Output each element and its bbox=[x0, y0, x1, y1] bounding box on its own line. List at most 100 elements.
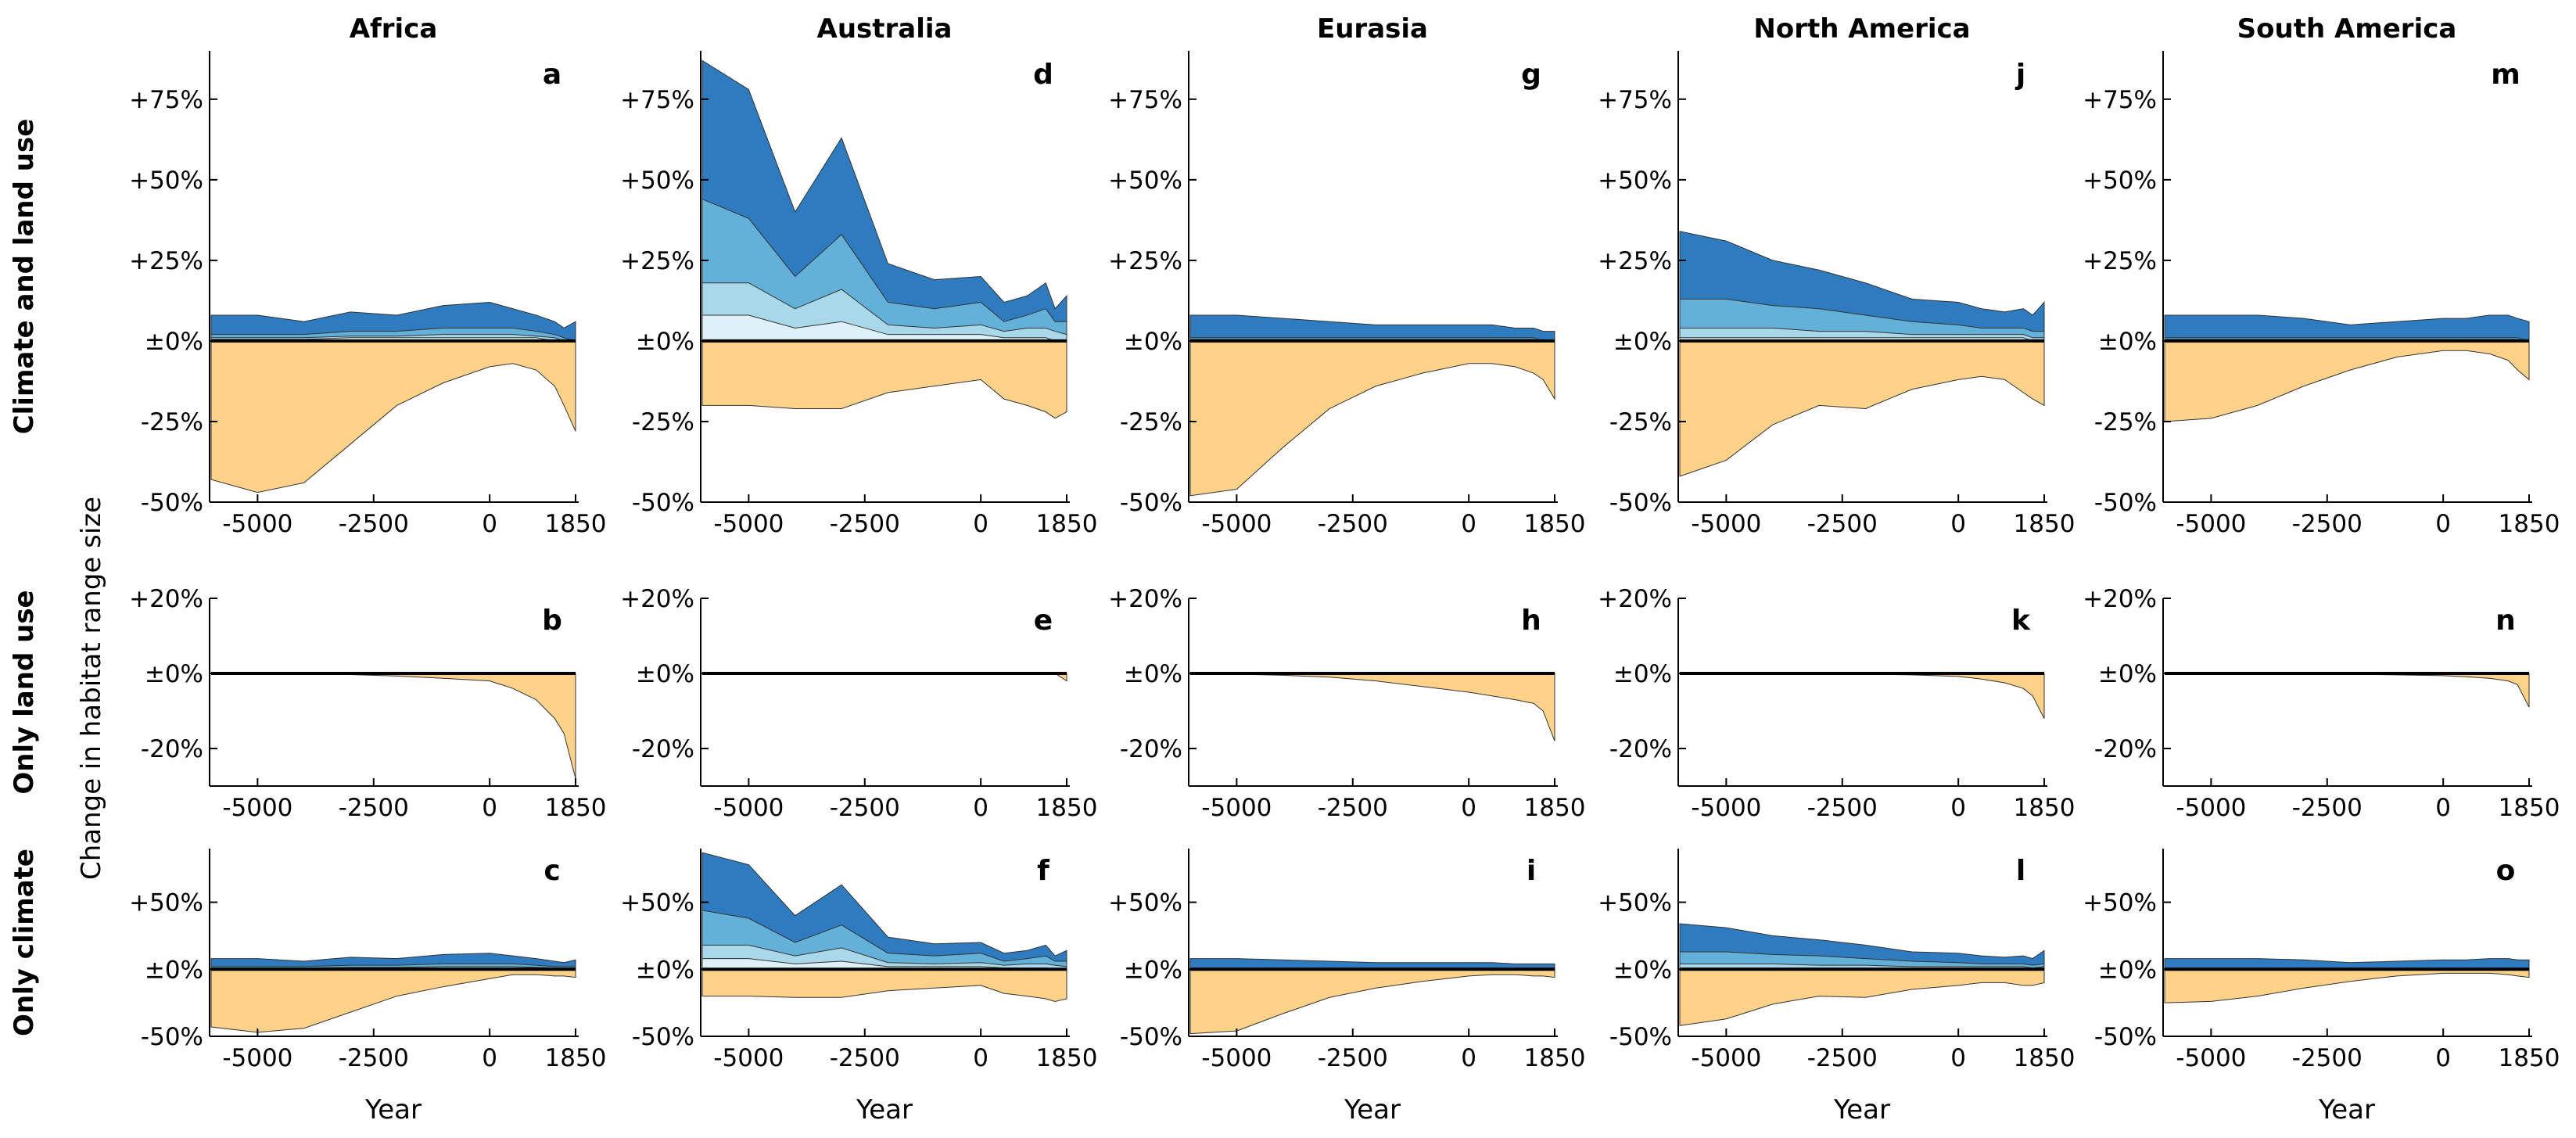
panel-i: +50% ±0% -50% -5000 -2500 0 1850 i Year bbox=[1108, 849, 1585, 1125]
y-tick-label-k-2: -20% bbox=[1609, 735, 1672, 763]
y-tick-label-a-5: -50% bbox=[141, 489, 203, 517]
x-tick-label-o-0: -5000 bbox=[2176, 1044, 2246, 1072]
x-axis-label-africa: Year bbox=[364, 1094, 422, 1125]
panel-letter-c: c bbox=[544, 855, 560, 887]
x-axis-label-eurasia: Year bbox=[1344, 1094, 1401, 1125]
x-tick-label-j-0: -5000 bbox=[1691, 510, 1761, 538]
panel-f: +50% ±0% -50% -5000 -2500 0 1850 f Year bbox=[620, 849, 1097, 1125]
panel-h: +20% ±0% -20% -5000 -2500 0 1850 h bbox=[1108, 585, 1585, 822]
panel-a: +75% +50% +25% ±0% -25% -50% -5000 -2500 0 1850 a bbox=[129, 51, 606, 538]
y-tick-label-g-4: -25% bbox=[1120, 408, 1182, 436]
band-d-pos-0-dark_blue bbox=[701, 59, 1067, 342]
y-tick-label-h-1: ±0% bbox=[1124, 660, 1182, 688]
x-tick-label-n-2: 0 bbox=[2435, 794, 2451, 822]
y-tick-label-e-1: ±0% bbox=[636, 660, 694, 688]
y-tick-label-a-3: ±0% bbox=[145, 328, 203, 356]
x-tick-label-n-0: -5000 bbox=[2176, 794, 2246, 822]
panel-b: +20% ±0% -20% -5000 -2500 0 1850 b bbox=[129, 585, 606, 822]
x-tick-label-d-0: -5000 bbox=[713, 510, 784, 538]
band-n-neg-3-pale_orange bbox=[2165, 673, 2530, 708]
y-tick-label-n-1: ±0% bbox=[2098, 660, 2157, 688]
y-tick-label-o-1: ±0% bbox=[2098, 956, 2157, 984]
panel-o: +50% ±0% -50% -5000 -2500 0 1850 o Year bbox=[2083, 849, 2560, 1125]
x-tick-label-o-1: -2500 bbox=[2292, 1044, 2363, 1072]
x-tick-label-k-1: -2500 bbox=[1807, 794, 1878, 822]
x-tick-label-j-3: 1850 bbox=[2014, 510, 2076, 538]
row-title-climate-and-land-use: Climate and land use bbox=[9, 119, 40, 435]
x-tick-label-d-2: 0 bbox=[973, 510, 988, 538]
panel-k: +20% ±0% -20% -5000 -2500 0 1850 k bbox=[1598, 585, 2075, 822]
y-tick-label-j-4: -25% bbox=[1609, 408, 1672, 436]
y-tick-label-j-0: +75% bbox=[1598, 86, 1672, 114]
y-tick-label-a-0: +75% bbox=[129, 86, 203, 114]
y-tick-label-a-4: -25% bbox=[141, 408, 203, 436]
x-tick-label-a-1: -2500 bbox=[339, 510, 409, 538]
y-tick-label-o-0: +50% bbox=[2083, 889, 2157, 917]
x-tick-label-g-2: 0 bbox=[1461, 510, 1476, 538]
row-titles: Climate and land use Only land use Only cl… bbox=[9, 119, 40, 1036]
y-tick-label-g-5: -50% bbox=[1120, 489, 1182, 517]
band-o-neg-3-pale_orange bbox=[2164, 968, 2530, 1003]
global-y-axis-label: Change in habitat range size bbox=[76, 497, 107, 880]
x-tick-label-e-2: 0 bbox=[973, 794, 988, 822]
band-a-neg-3-pale_orange bbox=[210, 340, 576, 494]
x-tick-label-f-1: -2500 bbox=[830, 1044, 900, 1072]
band-b-neg-3-pale_orange bbox=[211, 673, 576, 779]
y-tick-label-n-2: -20% bbox=[2094, 735, 2157, 763]
x-tick-label-k-0: -5000 bbox=[1691, 794, 1761, 822]
band-o-pos-0-dark_blue bbox=[2164, 958, 2530, 970]
y-tick-label-b-2: -20% bbox=[141, 735, 203, 763]
x-tick-label-a-0: -5000 bbox=[222, 510, 292, 538]
x-axis-label-south-america: Year bbox=[2318, 1094, 2375, 1125]
x-tick-label-g-1: -2500 bbox=[1318, 510, 1388, 538]
x-tick-label-k-2: 0 bbox=[1950, 794, 1966, 822]
panel-letter-b: b bbox=[542, 605, 562, 637]
band-d-pos-2-light_blue bbox=[701, 282, 1067, 342]
y-tick-label-f-1: ±0% bbox=[636, 956, 694, 984]
band-l-neg-3-pale_orange bbox=[1679, 968, 2045, 1026]
y-tick-label-j-5: -50% bbox=[1609, 489, 1672, 517]
band-f-pos-0-dark_blue bbox=[701, 852, 1067, 970]
y-tick-label-d-5: -50% bbox=[632, 489, 694, 517]
y-tick-label-k-1: ±0% bbox=[1613, 660, 1672, 688]
x-tick-label-b-3: 1850 bbox=[545, 794, 607, 822]
x-tick-label-b-2: 0 bbox=[482, 794, 497, 822]
band-g-neg-3-pale_orange bbox=[1189, 340, 1555, 497]
band-k-neg-3-pale_orange bbox=[1680, 673, 2045, 719]
y-tick-label-c-1: ±0% bbox=[145, 956, 203, 984]
panel-letter-k: k bbox=[2011, 605, 2031, 637]
x-tick-label-h-3: 1850 bbox=[1524, 794, 1586, 822]
band-d-neg-3-pale_orange bbox=[701, 340, 1067, 419]
y-tick-label-m-3: ±0% bbox=[2098, 328, 2157, 356]
x-tick-label-f-3: 1850 bbox=[1036, 1044, 1098, 1072]
x-tick-label-h-2: 0 bbox=[1461, 794, 1476, 822]
y-tick-label-c-2: -50% bbox=[141, 1023, 203, 1051]
y-tick-label-m-4: -25% bbox=[2094, 408, 2157, 436]
y-tick-label-j-2: +25% bbox=[1598, 247, 1672, 275]
y-tick-label-i-0: +50% bbox=[1108, 889, 1182, 917]
band-m-pos-0-dark_blue bbox=[2164, 314, 2530, 342]
x-axis-label-australia: Year bbox=[856, 1094, 913, 1125]
y-tick-label-m-0: +75% bbox=[2083, 86, 2157, 114]
y-tick-label-m-1: +50% bbox=[2083, 167, 2157, 195]
x-tick-label-i-0: -5000 bbox=[1201, 1044, 1272, 1072]
x-tick-label-g-0: -5000 bbox=[1201, 510, 1272, 538]
y-tick-label-n-0: +20% bbox=[2083, 585, 2157, 613]
panel-d: +75% +50% +25% ±0% -25% -50% -5000 -2500 0 1850 d bbox=[620, 51, 1097, 538]
x-tick-label-n-1: -2500 bbox=[2292, 794, 2363, 822]
x-tick-label-o-2: 0 bbox=[2435, 1044, 2451, 1072]
y-tick-label-g-2: +25% bbox=[1108, 247, 1182, 275]
x-tick-label-e-3: 1850 bbox=[1036, 794, 1098, 822]
x-tick-label-l-1: -2500 bbox=[1807, 1044, 1878, 1072]
y-tick-label-m-2: +25% bbox=[2083, 247, 2157, 275]
y-tick-label-f-2: -50% bbox=[632, 1023, 694, 1051]
x-tick-label-m-3: 1850 bbox=[2499, 510, 2560, 538]
x-tick-label-o-3: 1850 bbox=[2499, 1044, 2560, 1072]
y-tick-label-a-1: +50% bbox=[129, 167, 203, 195]
band-i-pos-0-dark_blue bbox=[1189, 958, 1555, 970]
y-tick-label-g-1: +50% bbox=[1108, 167, 1182, 195]
x-tick-label-b-0: -5000 bbox=[222, 794, 292, 822]
panel-j: +75% +50% +25% ±0% -25% -50% -5000 -2500 0 1850 j bbox=[1598, 51, 2075, 538]
panel-letter-m: m bbox=[2491, 59, 2520, 91]
y-tick-label-c-0: +50% bbox=[129, 889, 203, 917]
